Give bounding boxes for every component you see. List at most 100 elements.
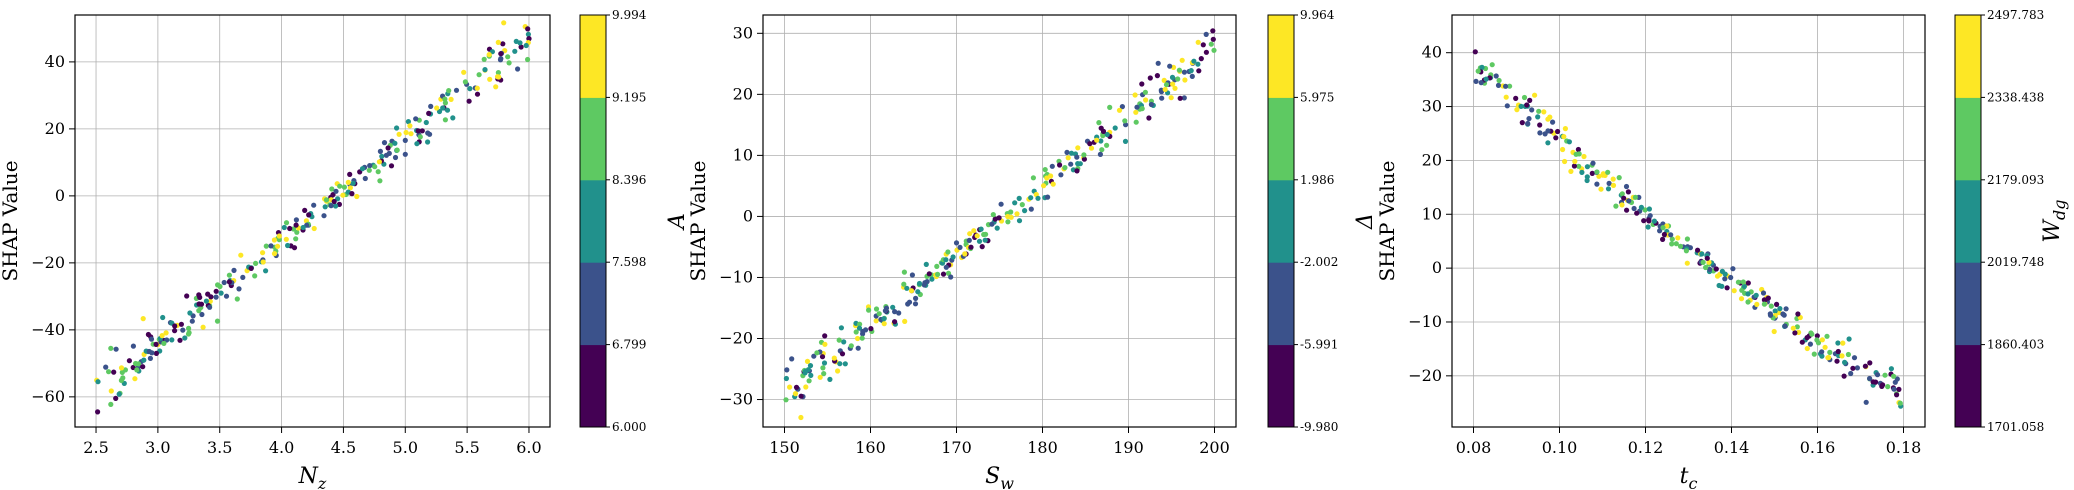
data-point: [178, 321, 184, 327]
data-point: [153, 350, 159, 356]
data-point: [1754, 301, 1760, 307]
data-point: [495, 39, 501, 46]
data-point: [1774, 301, 1780, 307]
data-point: [994, 225, 1000, 231]
data-point: [1496, 77, 1502, 84]
data-point: [1819, 349, 1825, 355]
data-point: [1008, 209, 1014, 215]
data-point: [1172, 85, 1178, 91]
data-point: [793, 384, 800, 390]
data-point: [500, 41, 506, 47]
axes-frame: [1451, 14, 1926, 428]
data-point: [512, 48, 518, 54]
data-point: [1845, 351, 1851, 358]
data-point: [169, 337, 175, 343]
data-point: [1882, 372, 1888, 378]
data-point: [293, 217, 299, 223]
data-point: [1625, 189, 1631, 195]
data-point: [943, 264, 949, 270]
data-point: [1513, 95, 1519, 101]
data-point: [1504, 103, 1510, 109]
data-point: [333, 188, 339, 194]
colorbar-tick-label: -5.991: [1300, 338, 1338, 352]
data-point: [260, 259, 266, 265]
data-point: [1819, 337, 1825, 343]
data-point: [957, 244, 963, 250]
x-tick-label: 0.08: [1456, 438, 1492, 457]
data-point: [1761, 301, 1767, 307]
data-point: [1894, 376, 1900, 382]
data-point: [1074, 154, 1080, 160]
data-point: [330, 192, 336, 198]
data-point: [1154, 73, 1160, 79]
data-point: [827, 376, 833, 382]
data-point: [268, 243, 274, 249]
data-point: [108, 345, 114, 351]
data-point: [856, 325, 863, 331]
x-axis-label: tc: [1680, 464, 1698, 490]
data-point: [1116, 107, 1123, 113]
data-point: [1058, 172, 1064, 178]
data-point: [1195, 61, 1201, 67]
colorbar-segment: [1955, 179, 1981, 263]
data-point: [379, 153, 385, 159]
data-point: [1673, 241, 1679, 247]
data-point: [1735, 279, 1741, 285]
data-point: [1147, 75, 1153, 81]
data-point: [113, 346, 119, 352]
colorbar-tick-label: -2.002: [1300, 255, 1338, 269]
data-point: [1507, 83, 1513, 89]
data-point: [1524, 102, 1530, 108]
data-point: [425, 139, 431, 145]
data-point: [1842, 359, 1848, 365]
data-point: [1057, 162, 1063, 168]
data-point: [881, 321, 887, 327]
scatter-panel-tc: 0.08 0.10 0.12 0.14 0.16 0.18 −20 −10 0 10 20 30 40 t…: [1375, 8, 2069, 490]
data-point: [517, 40, 523, 46]
data-point: [217, 283, 223, 290]
colorbar-tick-label: 6.799: [612, 338, 646, 352]
data-point: [486, 52, 492, 58]
data-point: [848, 343, 854, 349]
y-tick-label: −20: [1408, 366, 1442, 385]
data-point: [837, 361, 843, 367]
data-point: [989, 221, 995, 227]
data-point: [498, 51, 504, 57]
data-point: [873, 318, 879, 324]
data-point: [1782, 323, 1788, 329]
data-point: [1062, 165, 1068, 171]
data-point: [836, 337, 842, 343]
data-point: [1503, 83, 1509, 89]
data-point: [1863, 399, 1869, 405]
data-point: [347, 171, 353, 177]
data-point: [1169, 74, 1176, 80]
data-point: [982, 237, 988, 243]
colorbar-frame: [1954, 14, 1982, 428]
data-point: [403, 129, 409, 136]
data-point: [375, 169, 381, 175]
data-point: [118, 365, 125, 371]
data-point: [474, 85, 480, 91]
data-point: [1042, 167, 1048, 173]
data-point: [923, 261, 929, 267]
data-point: [362, 175, 368, 182]
data-point: [1835, 348, 1841, 355]
x-tick-label: 4.0: [269, 438, 294, 457]
data-point: [1553, 135, 1559, 141]
x-axis-label: Nz: [298, 464, 327, 490]
data-point: [95, 409, 101, 415]
data-point: [1572, 158, 1578, 165]
data-point: [366, 167, 372, 173]
data-point: [311, 225, 317, 232]
data-point: [1827, 349, 1833, 355]
data-point: [1683, 248, 1689, 254]
data-point: [381, 140, 388, 146]
data-point: [1880, 382, 1886, 388]
data-point: [1897, 400, 1903, 406]
data-point: [1550, 119, 1556, 125]
data-point: [276, 233, 282, 239]
y-tick-label: −40: [31, 320, 65, 339]
data-point: [1596, 173, 1602, 179]
data-point: [835, 368, 841, 374]
y-tick-label: 40: [1422, 43, 1442, 62]
